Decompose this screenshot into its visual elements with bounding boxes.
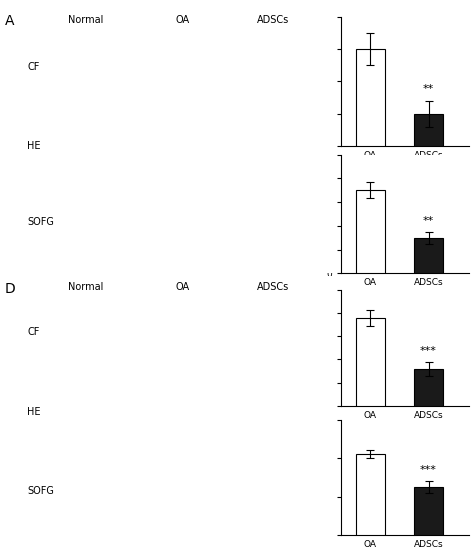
Bar	[414, 487, 443, 535]
Text: CF: CF	[27, 327, 40, 337]
Text: HE: HE	[27, 141, 41, 151]
Bar	[356, 49, 385, 146]
Text: CF: CF	[27, 62, 40, 72]
Text: A: A	[5, 14, 14, 28]
Bar	[356, 317, 385, 406]
Text: B: B	[271, 10, 281, 24]
Bar	[356, 190, 385, 273]
Y-axis label: Mankin score: Mankin score	[308, 445, 318, 510]
Bar	[356, 454, 385, 535]
Text: Normal: Normal	[68, 282, 103, 291]
Text: SOFG: SOFG	[27, 486, 55, 496]
Text: **: **	[423, 216, 434, 226]
Bar	[414, 369, 443, 406]
Text: F: F	[271, 414, 279, 428]
Y-axis label: OARSI score: OARSI score	[305, 52, 315, 111]
Text: OA: OA	[175, 282, 190, 291]
Text: E: E	[271, 284, 280, 298]
Y-axis label: Mankin score: Mankin score	[308, 182, 318, 246]
Text: C: C	[271, 148, 281, 163]
Bar	[414, 237, 443, 273]
Y-axis label: OARSI score: OARSI score	[314, 318, 324, 378]
Text: ADSCs: ADSCs	[256, 282, 289, 291]
Text: SOFG: SOFG	[27, 217, 55, 227]
Bar	[414, 114, 443, 146]
Text: ADSCs: ADSCs	[256, 15, 289, 25]
Text: **: **	[423, 84, 434, 94]
Text: HE: HE	[27, 407, 41, 417]
Text: ***: ***	[420, 346, 437, 356]
Text: Normal: Normal	[68, 15, 103, 25]
Text: ***: ***	[420, 465, 437, 475]
Text: OA: OA	[175, 15, 190, 25]
Text: D: D	[5, 282, 16, 295]
